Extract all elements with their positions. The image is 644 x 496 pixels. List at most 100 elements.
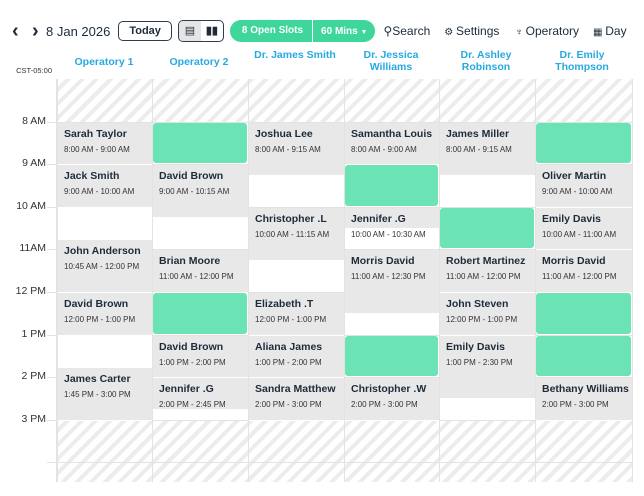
appointment-time: 2:00 PM - 3:00 PM — [255, 400, 322, 410]
toolbar: ‹ › 8 Jan 2026 Today ▤ ▮▮ 8 Open Slots 6… — [12, 20, 627, 42]
open-slot[interactable] — [536, 122, 631, 164]
patient-name: Jennifer .G — [159, 383, 214, 396]
hour-line — [47, 292, 632, 293]
operatory-button[interactable]: ♆ Operatory — [515, 24, 579, 38]
appointment[interactable]: Jack Smith 9:00 AM - 10:00 AM — [58, 165, 152, 208]
appointment[interactable]: Samantha Louis 8:00 AM - 9:00 AM — [345, 122, 439, 166]
patient-name: Christopher .L — [255, 212, 327, 225]
operatory-label: Operatory — [525, 24, 580, 38]
appointment-time: 11:00 AM - 12:30 PM — [351, 272, 426, 282]
appointment-time: 12:00 PM - 1:00 PM — [64, 315, 136, 324]
patient-name: Oliver Martin — [542, 170, 607, 183]
appointment[interactable]: Sandra Matthew 2:00 PM - 3:00 PM — [249, 378, 344, 421]
appointment[interactable]: David Brown 9:00 AM - 10:15 AM — [153, 165, 248, 219]
appointment[interactable]: Morris David 11:00 AM - 12:30 PM — [345, 250, 439, 315]
patient-name: David Brown — [159, 170, 224, 183]
open-slot[interactable] — [153, 293, 247, 334]
column-header[interactable]: Operatory 2 — [169, 56, 229, 68]
open-slot[interactable] — [345, 335, 438, 377]
open-slot[interactable] — [153, 122, 247, 164]
duration-dropdown[interactable]: 60 Mins ▼ — [313, 26, 375, 37]
column-header[interactable]: Dr. Ashley Robinson — [460, 49, 512, 73]
patient-name: Jack Smith — [64, 170, 120, 183]
view-toggle: ▤ ▮▮ — [177, 20, 224, 42]
appointment-time: 12:00 PM - 1:00 PM — [446, 315, 518, 324]
appointment-time: 9:00 AM - 10:00 AM — [542, 187, 613, 197]
patient-name: Robert Martinez — [446, 255, 526, 268]
appointment[interactable]: Joshua Lee 8:00 AM - 9:15 AM — [249, 122, 344, 176]
open-slots-button[interactable]: 8 Open Slots — [230, 20, 314, 42]
appointment[interactable]: David Brown 1:00 PM - 2:00 PM — [153, 335, 248, 379]
prev-day-button[interactable]: ‹ — [12, 19, 19, 42]
time-label: 12 PM — [15, 285, 46, 297]
appointment[interactable]: Christopher .W 2:00 PM - 3:00 PM — [345, 378, 439, 421]
appointment-time: 8:00 AM - 9:15 AM — [446, 144, 512, 154]
list-view-icon[interactable]: ▤ — [178, 21, 201, 41]
tooth-icon: ♆ — [515, 27, 526, 38]
appointment[interactable]: Emily Davis 1:00 PM - 2:30 PM — [440, 335, 535, 400]
open-slot[interactable] — [345, 165, 438, 206]
appointment[interactable]: Aliana James 1:00 PM - 2:00 PM — [249, 335, 344, 379]
appointment[interactable]: Christopher .L 10:00 AM - 11:15 AM — [249, 207, 344, 262]
column-divider — [57, 79, 58, 482]
appointment[interactable]: Jennifer .G 10:00 AM - 10:30 AM — [345, 207, 439, 239]
patient-name: Emily Davis — [446, 340, 505, 353]
time-label: 9 AM — [22, 157, 46, 170]
appointment-time: 8:00 AM - 9:00 AM — [64, 144, 130, 154]
appointment-time: 8:00 AM - 9:00 AM — [351, 144, 417, 154]
appointment[interactable]: Robert Martinez 11:00 AM - 12:00 PM — [440, 250, 535, 293]
appointment[interactable]: David Brown 12:00 PM - 1:00 PM — [58, 293, 152, 336]
patient-name: Elizabeth .T — [255, 298, 314, 310]
column-divider — [632, 79, 633, 482]
column-header[interactable]: Dr. Jessica Williams — [363, 49, 419, 73]
appointment[interactable]: Morris David 11:00 AM - 12:00 PM — [536, 250, 632, 293]
open-slot[interactable] — [536, 293, 631, 334]
appointment-time: 11:00 AM - 12:00 PM — [446, 272, 521, 282]
settings-label: Settings — [456, 24, 500, 38]
appointment[interactable]: Emily Davis 10:00 AM - 11:00 AM — [536, 207, 632, 251]
column-header[interactable]: Operatory 1 — [74, 56, 134, 68]
appointment[interactable]: Bethany Williams 2:00 PM - 3:00 PM — [536, 378, 632, 421]
column-divider — [248, 79, 249, 482]
time-label: 2 PM — [21, 370, 46, 383]
appointment-time: 9:00 AM - 10:00 AM — [64, 187, 135, 197]
appointment-time: 11:00 AM - 12:00 PM — [159, 272, 234, 282]
column-header[interactable]: Dr. James Smith — [254, 49, 336, 61]
timezone-label: CST-05:00 — [16, 66, 52, 75]
open-slot[interactable] — [440, 207, 534, 249]
settings-button[interactable]: ⚙ Settings — [444, 24, 499, 38]
column-header[interactable]: Dr. Emily Thompson — [555, 49, 609, 73]
appointment-time: 1:00 PM - 2:30 PM — [446, 357, 513, 367]
patient-name: John Anderson — [64, 244, 141, 257]
appointment-time: 2:00 PM - 2:45 PM — [159, 400, 226, 410]
appointment[interactable]: John Steven 12:00 PM - 1:00 PM — [440, 293, 535, 336]
appointment[interactable]: Elizabeth .T 12:00 PM - 1:00 PM — [249, 293, 344, 336]
day-view-button[interactable]: ▦ Day — [593, 24, 627, 38]
time-label: 8 AM — [22, 114, 46, 127]
column-divider — [344, 79, 345, 482]
chart-view-icon[interactable]: ▮▮ — [205, 25, 218, 37]
appointment[interactable]: Brian Moore 11:00 AM - 12:00 PM — [153, 250, 248, 293]
patient-name: John Steven — [446, 298, 509, 310]
patient-name: Morris David — [351, 255, 415, 268]
patient-name: Brian Moore — [159, 255, 221, 268]
appointment-time: 8:00 AM - 9:15 AM — [255, 144, 321, 154]
appointment[interactable]: John Anderson 10:45 AM - 12:00 PM — [58, 239, 152, 293]
today-button[interactable]: Today — [118, 21, 172, 41]
appointment[interactable]: James Miller 8:00 AM - 9:15 AM — [440, 122, 535, 176]
appointment[interactable]: Oliver Martin 9:00 AM - 10:00 AM — [536, 165, 632, 208]
search-button[interactable]: ⚲Search — [383, 24, 430, 38]
time-label: 1 PM — [21, 327, 46, 340]
duration-value: 60 Mins — [321, 25, 358, 37]
column-divider — [152, 79, 153, 482]
patient-name: Sandra Matthew — [255, 383, 336, 396]
open-slot[interactable] — [536, 335, 631, 377]
appointment[interactable]: Sarah Taylor 8:00 AM - 9:00 AM — [58, 122, 152, 166]
appointment[interactable]: Jennifer .G 2:00 PM - 2:45 PM — [153, 378, 248, 411]
hour-line — [47, 206, 632, 208]
appointment-time: 2:00 PM - 3:00 PM — [542, 400, 609, 410]
next-day-button[interactable]: › — [32, 19, 39, 42]
patient-name: Samantha Louis — [351, 127, 433, 140]
time-label: 3 PM — [21, 412, 46, 425]
appointment[interactable]: James Carter 1:45 PM - 3:00 PM — [58, 367, 152, 421]
